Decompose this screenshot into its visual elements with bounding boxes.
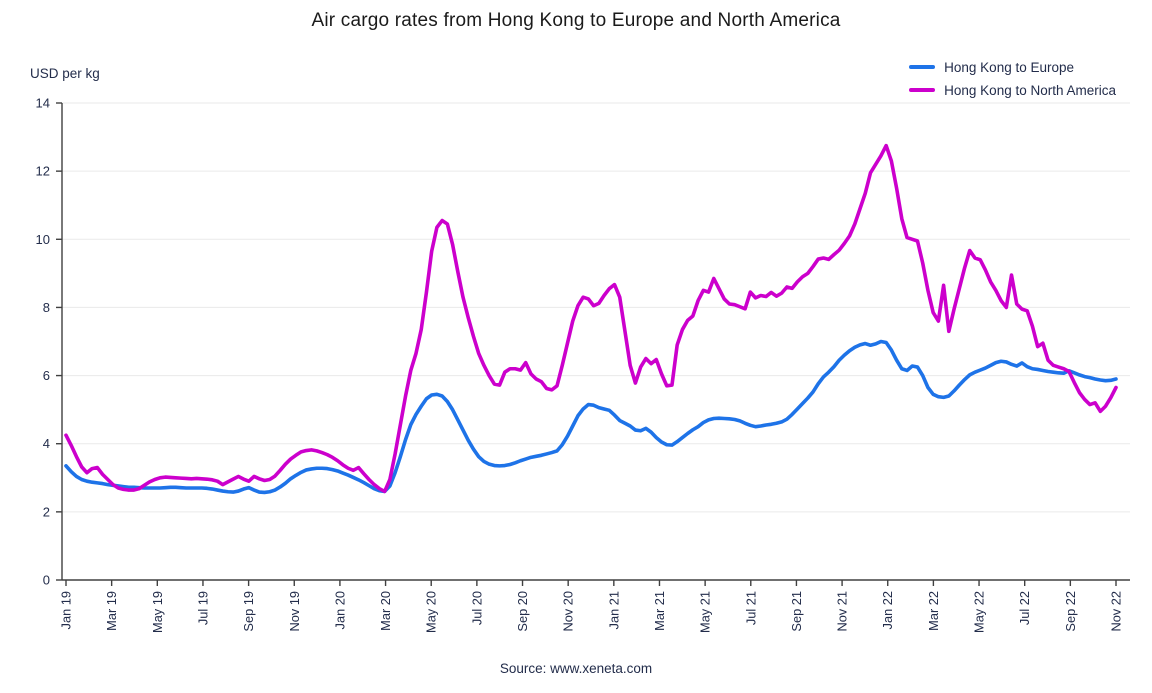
x-tick-label: Mar 22 bbox=[926, 591, 941, 631]
y-tick-label: 12 bbox=[36, 164, 50, 179]
x-tick-label: Jan 22 bbox=[880, 591, 895, 629]
x-tick-label: Jan 19 bbox=[59, 591, 74, 629]
series-line-hong-kong-to-north-america bbox=[64, 143, 1118, 494]
x-tick-label: Jul 19 bbox=[195, 591, 210, 625]
x-tick-label: May 19 bbox=[150, 591, 165, 633]
x-tick-label: Nov 20 bbox=[561, 591, 576, 632]
x-tick-label: May 22 bbox=[972, 591, 987, 633]
legend-item-europe: Hong Kong to Europe bbox=[909, 57, 1116, 77]
x-tick-label: Sep 20 bbox=[515, 591, 530, 632]
x-tick-label: Nov 22 bbox=[1109, 591, 1124, 632]
series-line-hong-kong-to-europe bbox=[64, 339, 1118, 495]
x-tick-label: Nov 19 bbox=[287, 591, 302, 632]
x-tick-label: Mar 19 bbox=[104, 591, 119, 631]
x-tick-label: Mar 21 bbox=[652, 591, 667, 631]
x-tick-label: Jul 20 bbox=[469, 591, 484, 625]
x-tick-label: May 21 bbox=[698, 591, 713, 633]
x-tick-label: Jul 22 bbox=[1017, 591, 1032, 625]
y-tick-label: 2 bbox=[43, 504, 50, 519]
legend: Hong Kong to Europe Hong Kong to North A… bbox=[909, 57, 1116, 100]
x-tick-label: Jan 21 bbox=[606, 591, 621, 629]
x-tick-label: Sep 22 bbox=[1063, 591, 1078, 632]
source-attribution: Source: www.xeneta.com bbox=[499, 661, 653, 676]
x-tick-label: Jul 21 bbox=[743, 591, 758, 625]
y-tick-label: 4 bbox=[43, 436, 50, 451]
legend-item-north-america: Hong Kong to North America bbox=[909, 80, 1116, 100]
x-tick-label: May 20 bbox=[424, 591, 439, 633]
y-tick-label: 14 bbox=[36, 96, 50, 111]
y-tick-label: 8 bbox=[43, 300, 50, 315]
x-tick-label: Mar 20 bbox=[378, 591, 393, 631]
x-tick-label: Jan 20 bbox=[332, 591, 347, 629]
x-tick-label: Nov 21 bbox=[835, 591, 850, 632]
x-tick-label: Sep 19 bbox=[241, 591, 256, 632]
legend-swatch-north-america-icon bbox=[909, 88, 936, 92]
y-axis-unit-label: USD per kg bbox=[30, 66, 100, 81]
y-tick-label: 6 bbox=[43, 368, 50, 383]
legend-label-europe: Hong Kong to Europe bbox=[944, 59, 1075, 75]
chart-title: Air cargo rates from Hong Kong to Europe… bbox=[311, 10, 841, 31]
legend-label-north-america: Hong Kong to North America bbox=[944, 82, 1116, 98]
x-tick-label: Sep 21 bbox=[789, 591, 804, 632]
y-tick-label: 0 bbox=[43, 573, 50, 588]
legend-swatch-europe-icon bbox=[909, 65, 936, 69]
y-tick-label: 10 bbox=[36, 232, 50, 247]
